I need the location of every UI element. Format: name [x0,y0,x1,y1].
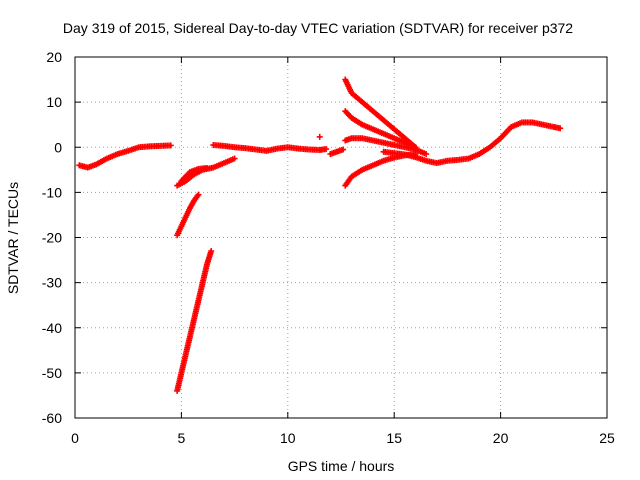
series-arc-slope-b [174,248,215,394]
data-point [340,146,347,153]
y-tick-label: -40 [42,320,62,336]
series-arc-high-c [342,135,430,158]
y-tick-label: 10 [46,94,62,110]
data-point [195,191,202,198]
y-tick-label: -60 [42,410,62,426]
x-axis-title: GPS time / hours [288,458,395,474]
series-arc-mid-b [327,146,347,158]
series-arc-evening [380,119,564,167]
x-tick-label: 10 [280,430,296,446]
y-tick-label: -10 [42,184,62,200]
y-axis-title: SDTVAR / TECUs [5,182,21,294]
y-tick-label: -20 [42,230,62,246]
series-arc-early [76,142,174,171]
data-point [423,151,430,158]
data-point [231,155,238,162]
series-arc-high-b [342,108,419,151]
x-tick-label: 0 [71,430,79,446]
data-points [76,76,564,394]
series-arc-slope-a [174,191,202,239]
y-tick-label: 20 [46,49,62,65]
y-tick-labels: -60 -50 -40 -30 -20 -10 0 10 20 [42,49,62,426]
chart-title: Day 319 of 2015, Sidereal Day-to-day VTE… [63,20,573,36]
series-arc-upper-merge [178,165,210,185]
data-point [557,125,564,132]
data-point [167,142,174,149]
data-point [316,133,323,140]
data-point [203,165,210,172]
x-tick-label: 15 [386,430,402,446]
y-tick-label: -50 [42,365,62,381]
data-point [208,248,215,255]
x-tick-label: 5 [178,430,186,446]
series-arc-midday [210,141,330,154]
axis-ticks [74,56,608,419]
x-tick-label: 20 [493,430,509,446]
y-tick-label: 0 [54,139,62,155]
series-arc-mid-point [316,133,323,140]
y-tick-label: -30 [42,275,62,291]
grid-lines [75,57,607,418]
x-tick-labels: 0 5 10 15 20 25 [71,430,615,446]
data-point [323,146,330,153]
x-tick-label: 25 [599,430,615,446]
series-arc-lower-rise [174,155,238,189]
